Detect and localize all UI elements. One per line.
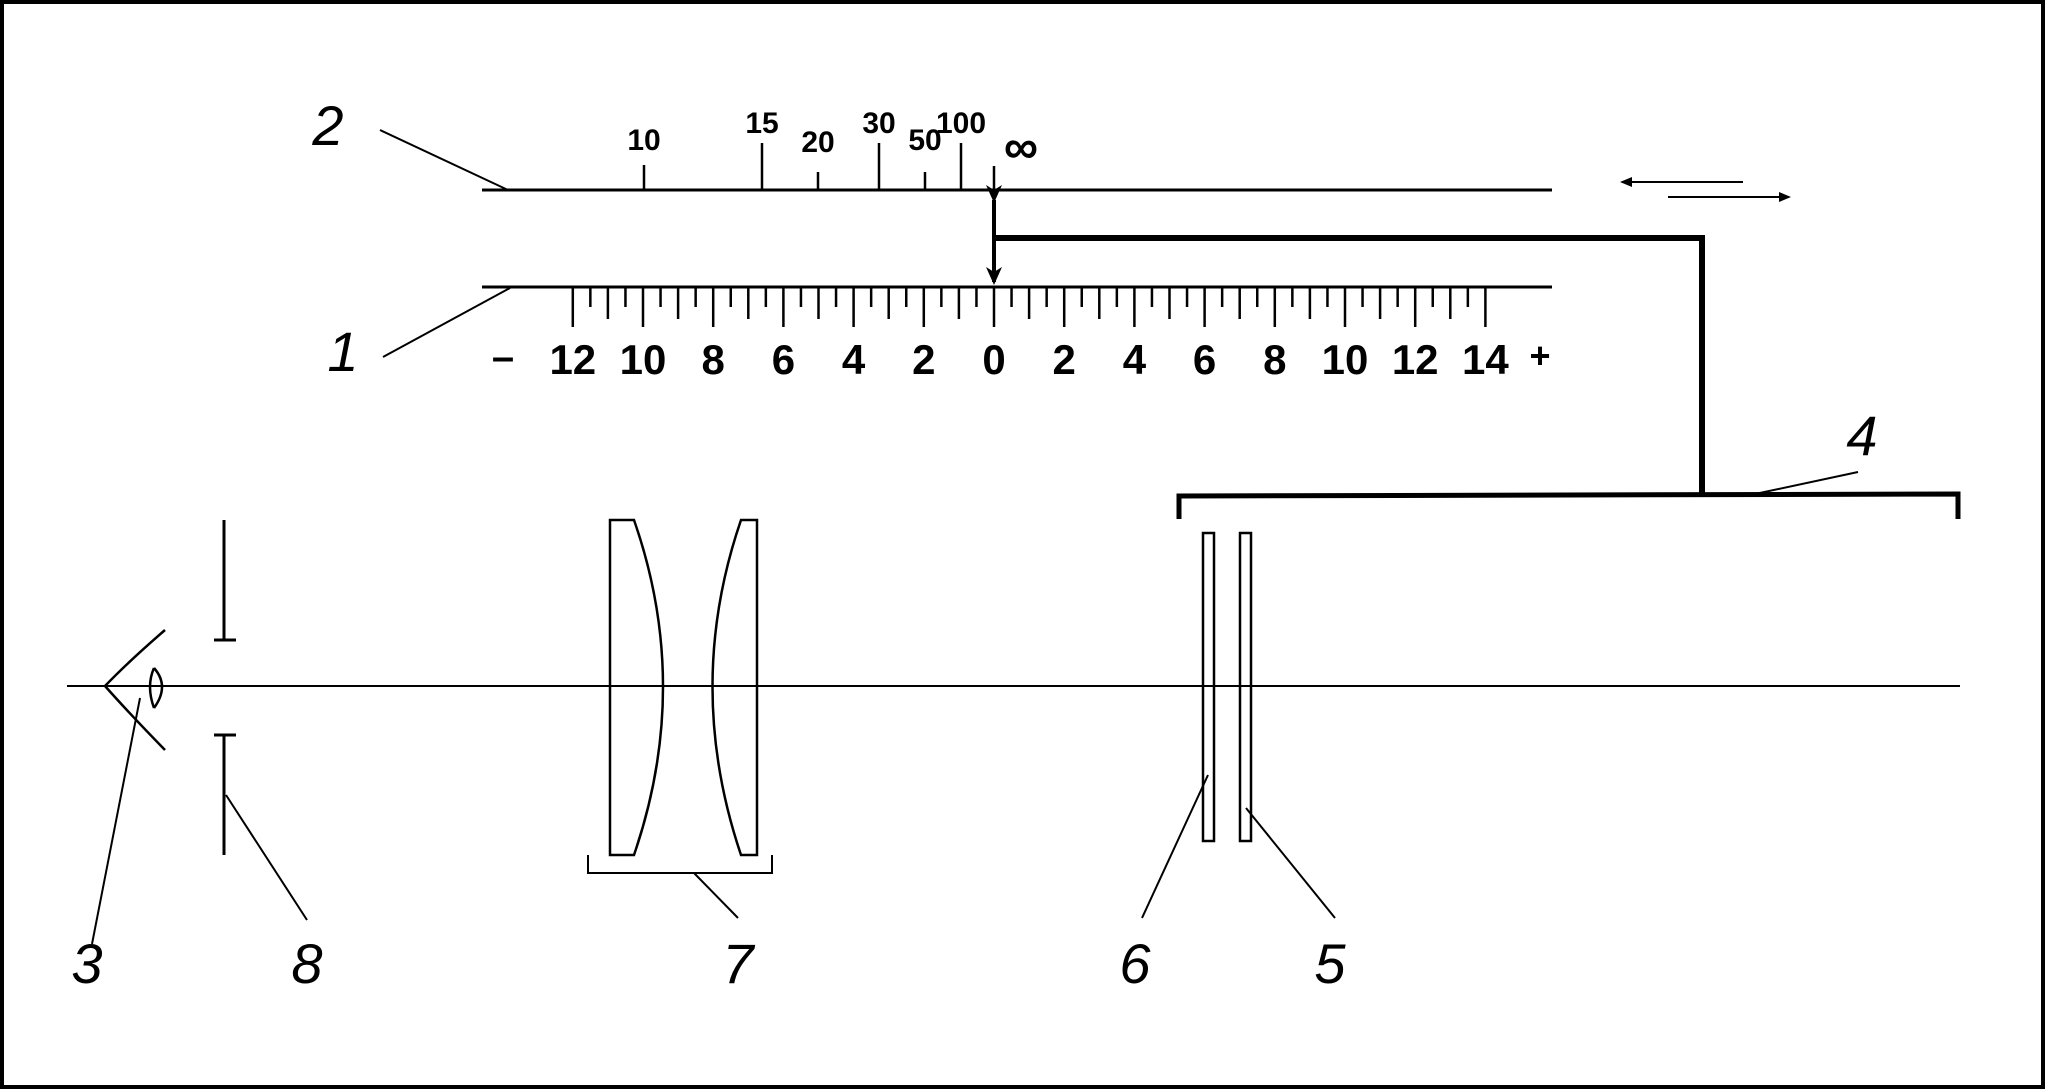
distance-scale-label: 20 — [801, 126, 834, 159]
callout-1: 1 — [327, 320, 358, 383]
lens-group-bracket — [587, 855, 773, 874]
pointer-connecting-rod — [994, 235, 1705, 494]
callout-8: 8 — [291, 932, 322, 995]
leader-5 — [1245, 807, 1336, 919]
eye-icon — [103, 629, 166, 751]
lens-right — [711, 518, 759, 857]
leader-4 — [1754, 471, 1859, 495]
infinity-label: ∞ — [1004, 121, 1038, 174]
plate-5 — [1238, 531, 1253, 843]
distance-scale-ticks — [642, 143, 996, 190]
distance-scale-label: 10 — [627, 124, 660, 157]
diopter-plus-sign: + — [1529, 335, 1550, 376]
diopter-minus-sign: – — [492, 335, 514, 379]
diopter-scale-label: 4 — [1123, 336, 1147, 383]
callout-5: 5 — [1314, 932, 1346, 995]
double-arrow-icon — [1620, 177, 1791, 202]
distance-scale-label: 50 — [908, 124, 941, 157]
aperture-stop — [214, 520, 236, 855]
distance-scale-label: 100 — [936, 107, 986, 140]
leader-6 — [1141, 774, 1209, 919]
diopter-scale-label: 8 — [702, 336, 725, 383]
diopter-scale-label: 2 — [1053, 336, 1076, 383]
plate-6 — [1201, 531, 1216, 843]
diopter-scale-label: 14 — [1462, 336, 1509, 383]
leader-lines — [91, 129, 1859, 945]
leader-3 — [91, 697, 141, 945]
diopter-scale-label: 8 — [1263, 336, 1286, 383]
diopter-scale-label: 10 — [620, 336, 667, 383]
leader-8 — [225, 794, 308, 921]
leader-1 — [382, 287, 511, 358]
carriage-bracket — [1176, 491, 1961, 519]
callout-6: 6 — [1119, 932, 1151, 995]
diopter-scale-label: 4 — [842, 336, 866, 383]
diopter-scale-ticks — [571, 287, 1487, 327]
lens-left — [608, 518, 665, 857]
lens-group — [587, 518, 773, 874]
diopter-scale-label: 6 — [772, 336, 795, 383]
leader-7 — [693, 872, 739, 919]
diopter-scale-label: 12 — [1392, 336, 1439, 383]
diopter-scale: 12 10 8 6 4 2 0 2 4 6 8 10 12 14 – + — [482, 285, 1552, 383]
diopter-scale-label: 10 — [1322, 336, 1369, 383]
diopter-scale-label: 6 — [1193, 336, 1216, 383]
diopter-scale-label: 0 — [982, 336, 1005, 383]
callout-2: 2 — [311, 94, 343, 157]
callout-3: 3 — [71, 932, 102, 995]
diopter-scale-labels: 12 10 8 6 4 2 0 2 4 6 8 10 12 14 — [549, 336, 1509, 383]
distance-scale-label: 15 — [745, 107, 778, 140]
callout-7: 7 — [722, 932, 755, 995]
callout-4: 4 — [1846, 404, 1877, 467]
diopter-scale-label: 12 — [549, 336, 596, 383]
distance-scale-label: 30 — [862, 107, 895, 140]
diopter-scale-label: 2 — [912, 336, 935, 383]
leader-2 — [379, 129, 509, 191]
